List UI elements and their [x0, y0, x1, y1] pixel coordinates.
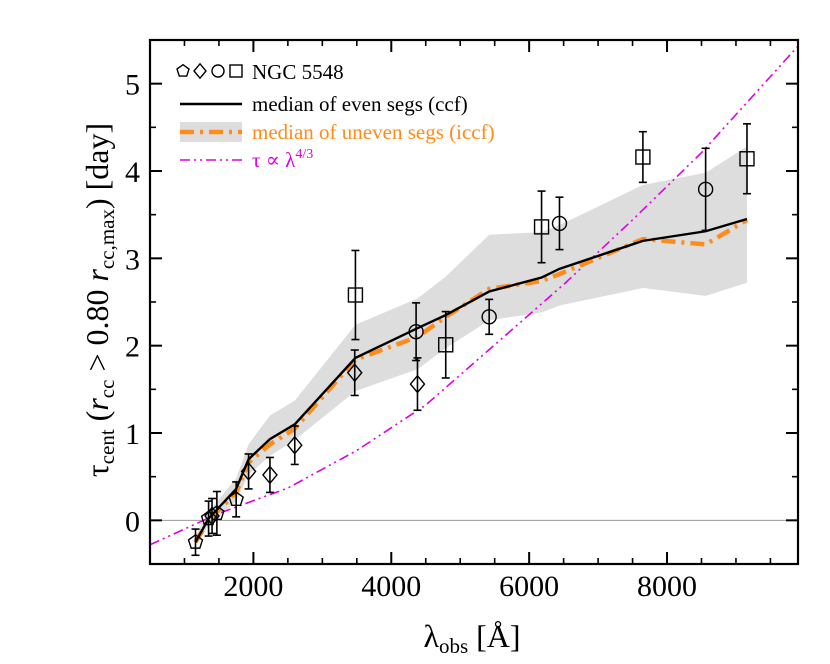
- legend-entry-ccf: median of even segs (ccf): [180, 92, 468, 116]
- square-point: [438, 310, 454, 379]
- legend-circle-icon: [211, 64, 225, 78]
- diamond-series: [204, 349, 426, 535]
- diamond-point: [262, 456, 278, 494]
- diamond-marker: [409, 374, 426, 394]
- square-marker: [347, 287, 364, 303]
- y-tick-label: 1: [125, 418, 140, 451]
- legend-label: τ ∝ λ4/3: [252, 147, 313, 172]
- circle-point: [551, 196, 568, 251]
- x-tick-label: 6000: [499, 570, 559, 603]
- square-marker: [533, 219, 550, 235]
- legend-entry-ngc5548: NGC 5548: [176, 60, 344, 84]
- square-point: [533, 190, 550, 264]
- data-points: [187, 123, 755, 557]
- power-law-line: [150, 45, 798, 546]
- y-tick-label: 3: [125, 243, 140, 276]
- diamond-point: [409, 357, 426, 412]
- circle-marker: [408, 323, 424, 340]
- pentagon-point: [228, 481, 244, 518]
- square-marker: [739, 151, 755, 167]
- diamond-point: [204, 497, 220, 535]
- y-tick-label: 5: [125, 69, 140, 102]
- x-axis-title: λobs [Å]: [423, 618, 520, 658]
- x-tick-label: 2000: [223, 570, 283, 603]
- axis-ticks: 2000 4000 6000 8000 0 1 2 3 4 5: [125, 39, 798, 603]
- ccf-median-line: [194, 217, 748, 543]
- square-series: [347, 123, 755, 379]
- uncertainty-band: [195, 146, 747, 545]
- diamond-marker: [262, 465, 278, 485]
- y-tick-label: 0: [125, 505, 140, 538]
- pentagon-point: [187, 528, 204, 557]
- square-point: [635, 130, 651, 184]
- y-tick-label: 2: [125, 331, 140, 364]
- iccf-uncertainty-band: [195, 146, 747, 545]
- pentagon-marker: [187, 533, 204, 549]
- y-axis-title: τcent (rcc > 0.80 rcc,max) [day]: [79, 123, 119, 477]
- legend-entry-powerlaw: τ ∝ λ4/3: [180, 147, 313, 172]
- circle-point: [481, 298, 497, 336]
- circle-marker: [697, 181, 714, 198]
- legend: NGC 5548 median of even segs (ccf) median …: [176, 60, 495, 172]
- legend-diamond-icon: [193, 62, 207, 80]
- diamond-point: [286, 425, 303, 466]
- legend-label: NGC 5548: [252, 60, 344, 84]
- x-tick-label: 4000: [361, 570, 421, 603]
- square-point: [739, 123, 755, 195]
- diamond-marker: [286, 435, 303, 455]
- legend-pentagon-icon: [176, 63, 190, 77]
- legend-label: median of even segs (ccf): [252, 92, 468, 116]
- square-point: [347, 249, 364, 341]
- x-tick-label: 8000: [637, 570, 697, 603]
- diamond-marker: [346, 363, 363, 383]
- circle-series: [408, 147, 714, 362]
- square-marker: [438, 337, 454, 353]
- circle-point: [408, 302, 424, 362]
- pentagon-series: [187, 481, 244, 557]
- diamond-marker: [204, 506, 220, 526]
- square-marker: [635, 149, 651, 165]
- legend-label: median of uneven segs (iccf): [252, 120, 495, 144]
- median-lines: [150, 45, 798, 546]
- diamond-point: [240, 453, 257, 490]
- y-tick-label: 4: [125, 156, 140, 189]
- legend-square-icon: [229, 64, 243, 78]
- diamond-point: [346, 349, 363, 397]
- pentagon-marker: [200, 510, 217, 526]
- circle-marker: [481, 309, 497, 325]
- pentagon-marker: [228, 491, 244, 507]
- circle-marker: [551, 215, 568, 232]
- legend-entry-iccf: median of uneven segs (iccf): [180, 120, 495, 144]
- circle-point: [697, 147, 714, 232]
- diamond-marker: [240, 461, 257, 481]
